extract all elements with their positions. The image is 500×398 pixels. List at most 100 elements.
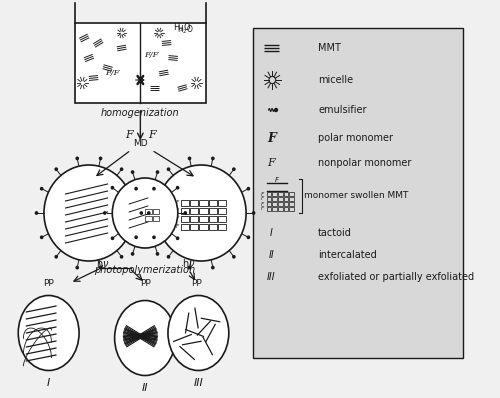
Circle shape (40, 236, 43, 238)
Bar (180, 200, 189, 206)
Bar (272, 202, 277, 206)
Circle shape (135, 236, 137, 238)
Bar (208, 216, 217, 222)
Bar (266, 207, 272, 211)
Bar (208, 224, 217, 230)
Circle shape (212, 157, 214, 160)
Circle shape (176, 187, 178, 189)
Text: tactoid: tactoid (318, 228, 352, 238)
Text: PP: PP (191, 279, 202, 287)
Text: F: F (260, 197, 264, 201)
Text: I: I (270, 228, 273, 238)
Text: III: III (194, 378, 203, 388)
Text: H$_2$O: H$_2$O (177, 24, 194, 36)
Bar (180, 224, 189, 230)
Text: F: F (148, 130, 156, 140)
Text: F: F (126, 130, 133, 140)
Bar (190, 216, 198, 222)
Ellipse shape (168, 295, 229, 371)
Bar (208, 208, 217, 214)
Circle shape (120, 168, 122, 170)
Bar (145, 216, 152, 221)
Text: PP: PP (140, 279, 150, 287)
Bar (152, 209, 159, 214)
Circle shape (248, 187, 250, 190)
Circle shape (76, 157, 78, 160)
Text: polar monomer: polar monomer (318, 133, 393, 143)
Text: II: II (142, 383, 148, 393)
Text: F: F (176, 217, 180, 222)
Bar (272, 192, 277, 196)
Circle shape (148, 212, 150, 214)
Text: exfoliated or partially exfoliated: exfoliated or partially exfoliated (318, 272, 474, 282)
Bar (200, 200, 207, 206)
Circle shape (55, 256, 58, 258)
Text: F: F (275, 177, 279, 183)
Circle shape (168, 168, 170, 170)
Circle shape (140, 212, 142, 214)
Bar (152, 216, 159, 221)
Bar (278, 202, 282, 206)
Bar (289, 192, 294, 196)
Bar (278, 197, 282, 201)
Text: MMT: MMT (318, 43, 341, 53)
Ellipse shape (114, 300, 176, 375)
Circle shape (153, 187, 155, 190)
Circle shape (156, 171, 158, 173)
Text: h$\nu$: h$\nu$ (182, 257, 196, 269)
Circle shape (112, 237, 114, 240)
Text: I: I (47, 378, 50, 388)
Circle shape (112, 187, 114, 189)
Bar (180, 208, 189, 214)
Circle shape (55, 168, 58, 170)
Circle shape (36, 212, 38, 214)
Circle shape (100, 157, 102, 160)
Text: II: II (268, 250, 274, 260)
Text: F: F (176, 224, 180, 230)
Bar (289, 207, 294, 211)
Circle shape (44, 165, 134, 261)
Text: F/F: F/F (144, 51, 159, 59)
Circle shape (100, 266, 102, 269)
Bar (200, 224, 207, 230)
Circle shape (76, 266, 78, 269)
Bar (278, 207, 282, 211)
Bar (272, 207, 277, 211)
Text: PP: PP (44, 279, 54, 287)
Bar (75, 23, 206, 103)
Text: F: F (267, 131, 276, 144)
Bar (284, 197, 288, 201)
Bar (272, 197, 277, 201)
Circle shape (232, 256, 235, 258)
Text: nonpolar monomer: nonpolar monomer (318, 158, 412, 168)
Circle shape (252, 212, 254, 214)
Circle shape (132, 171, 134, 173)
Text: F: F (176, 209, 180, 213)
Bar (145, 209, 152, 214)
Bar (218, 216, 226, 222)
Circle shape (135, 187, 137, 190)
Ellipse shape (18, 295, 79, 371)
Circle shape (274, 109, 278, 111)
Text: F: F (176, 201, 180, 205)
Circle shape (188, 157, 190, 160)
Circle shape (176, 237, 178, 240)
Bar (208, 200, 217, 206)
Bar (284, 207, 288, 211)
Text: h$\nu$: h$\nu$ (96, 257, 110, 269)
Text: photopolymerization: photopolymerization (94, 265, 196, 275)
Circle shape (188, 266, 190, 269)
Text: F: F (260, 207, 264, 211)
Circle shape (40, 187, 43, 190)
FancyBboxPatch shape (252, 28, 463, 358)
Text: F: F (260, 201, 264, 207)
Text: emulsifier: emulsifier (318, 105, 366, 115)
Text: H$_2$O: H$_2$O (173, 22, 192, 34)
Text: micelle: micelle (318, 75, 354, 85)
Bar (190, 208, 198, 214)
Text: MD: MD (133, 140, 148, 148)
Circle shape (120, 256, 122, 258)
Bar (266, 202, 272, 206)
Bar (289, 197, 294, 201)
Bar (266, 192, 272, 196)
